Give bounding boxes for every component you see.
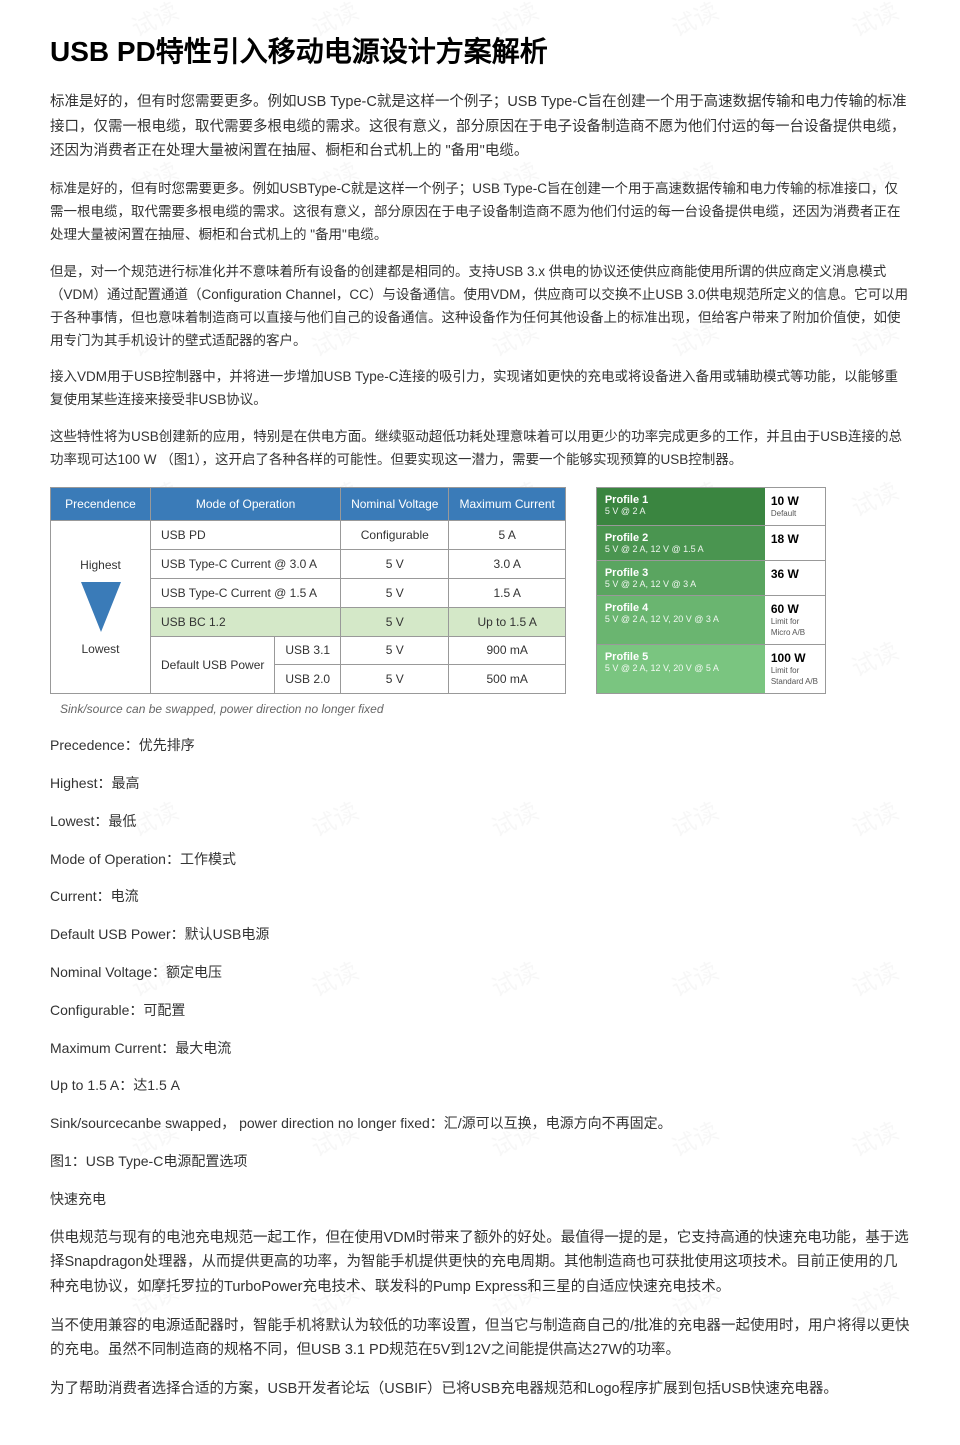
definition-line: Precedence：优先排序 xyxy=(50,734,910,758)
table-cell: USB PD xyxy=(151,521,341,550)
definition-line: Nominal Voltage：额定电压 xyxy=(50,961,910,985)
definition-line: Lowest：最低 xyxy=(50,810,910,834)
paragraph: 但是，对一个规范进行标准化并不意味着所有设备的创建都是相同的。支持USB 3.x… xyxy=(50,261,910,353)
table-cell: Up to 1.5 A xyxy=(449,607,565,636)
paragraph: 这些特性将为USB创建新的应用，特别是在供电方面。继续驱动超低功耗处理意味着可以… xyxy=(50,426,910,472)
definition-line: 图1：USB Type-C电源配置选项 xyxy=(50,1150,910,1174)
th-precedence: Precendence xyxy=(51,488,151,521)
profile-label: Profile 35 V @ 2 A, 12 V @ 3 A xyxy=(597,561,765,595)
profile-watts: 18 W xyxy=(765,526,825,560)
profile-watts: 36 W xyxy=(765,561,825,595)
definition-line: Up to 1.5 A：达1.5 A xyxy=(50,1074,910,1098)
table-cell: 5 V xyxy=(341,665,449,694)
page-title: USB PD特性引入移动电源设计方案解析 xyxy=(50,30,910,70)
table-cell: USB 3.1 xyxy=(275,636,341,665)
table-cell: 900 mA xyxy=(449,636,565,665)
profile-row: Profile 55 V @ 2 A, 12 V, 20 V @ 5 A100 … xyxy=(597,645,825,693)
th-current: Maximum Current xyxy=(449,488,565,521)
precedence-highest: Highest xyxy=(61,558,140,572)
profile-watts: 60 WLimit for Micro A/B xyxy=(765,596,825,644)
table-cell: 5 V xyxy=(341,550,449,579)
table-cell: 5 V xyxy=(341,636,449,665)
th-voltage: Nominal Voltage xyxy=(341,488,449,521)
paragraph: 标准是好的，但有时您需要更多。例如USB Type-C就是这样一个例子；USB … xyxy=(50,90,910,164)
th-mode: Mode of Operation xyxy=(151,488,341,521)
precedence-table: Precendence Mode of Operation Nominal Vo… xyxy=(50,487,566,694)
definition-line: Current：电流 xyxy=(50,885,910,909)
definition-line: 快速充电 xyxy=(50,1188,910,1212)
figure-caption: Sink/source can be swapped, power direct… xyxy=(60,702,910,716)
table-cell: USB Type-C Current @ 3.0 A xyxy=(151,550,341,579)
profile-row: Profile 25 V @ 2 A, 12 V @ 1.5 A18 W xyxy=(597,526,825,561)
profile-label: Profile 55 V @ 2 A, 12 V, 20 V @ 5 A xyxy=(597,645,765,693)
table-cell: 5 V xyxy=(341,607,449,636)
table-cell: USB 2.0 xyxy=(275,665,341,694)
profile-row: Profile 35 V @ 2 A, 12 V @ 3 A36 W xyxy=(597,561,825,596)
table-cell: USB BC 1.2 xyxy=(151,607,341,636)
table-cell: 500 mA xyxy=(449,665,565,694)
definition-line: Maximum Current：最大电流 xyxy=(50,1037,910,1061)
table-cell: Configurable xyxy=(341,521,449,550)
profile-row: Profile 45 V @ 2 A, 12 V, 20 V @ 3 A60 W… xyxy=(597,596,825,645)
table-cell: Default USB Power xyxy=(151,636,275,694)
table-cell: 5 V xyxy=(341,578,449,607)
table-cell: 3.0 A xyxy=(449,550,565,579)
profile-watts: 100 WLimit for Standard A/B xyxy=(765,645,825,693)
profiles-panel: Profile 15 V @ 2 A10 WDefaultProfile 25 … xyxy=(596,487,826,694)
profile-label: Profile 15 V @ 2 A xyxy=(597,488,765,525)
definition-line: Mode of Operation：工作模式 xyxy=(50,848,910,872)
definition-line: Default USB Power：默认USB电源 xyxy=(50,923,910,947)
paragraph: 当不使用兼容的电源适配器时，智能手机将默认为较低的功率设置，但当它与制造商自己的… xyxy=(50,1314,910,1363)
profile-label: Profile 45 V @ 2 A, 12 V, 20 V @ 3 A xyxy=(597,596,765,644)
paragraph: 接入VDM用于USB控制器中，并将进一步增加USB Type-C连接的吸引力，实… xyxy=(50,366,910,412)
paragraph: 标准是好的，但有时您需要更多。例如USBType-C就是这样一个例子；USB T… xyxy=(50,178,910,247)
table-cell: 1.5 A xyxy=(449,578,565,607)
table-cell: 5 A xyxy=(449,521,565,550)
precedence-cell: Highest Lowest xyxy=(51,521,151,694)
profile-watts: 10 WDefault xyxy=(765,488,825,525)
definition-line: Highest：最高 xyxy=(50,772,910,796)
down-arrow-icon xyxy=(81,582,121,632)
table-cell: USB Type-C Current @ 1.5 A xyxy=(151,578,341,607)
precedence-lowest: Lowest xyxy=(61,642,140,656)
definition-line: Configurable：可配置 xyxy=(50,999,910,1023)
definition-line: Sink/sourcecanbe swapped， power directio… xyxy=(50,1112,910,1136)
paragraph: 为了帮助消费者选择合适的方案，USB开发者论坛（USBIF）已将USB充电器规范… xyxy=(50,1377,910,1402)
profile-label: Profile 25 V @ 2 A, 12 V @ 1.5 A xyxy=(597,526,765,560)
figure-1: Precendence Mode of Operation Nominal Vo… xyxy=(50,487,910,694)
paragraph: 供电规范与现有的电池充电规范一起工作，但在使用VDM时带来了额外的好处。最值得一… xyxy=(50,1226,910,1300)
profile-row: Profile 15 V @ 2 A10 WDefault xyxy=(597,488,825,526)
